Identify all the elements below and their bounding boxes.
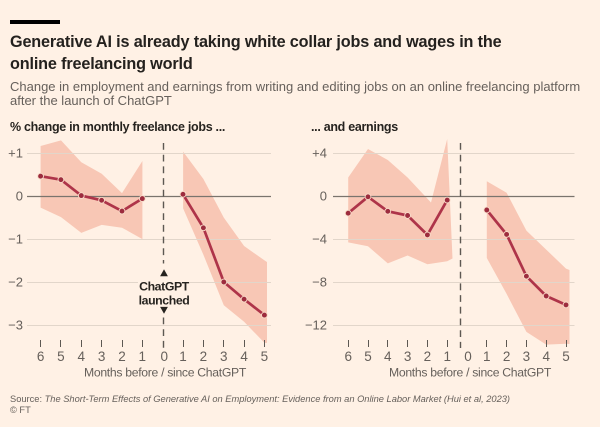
svg-text:+1: +1	[8, 146, 23, 161]
svg-text:1: 1	[139, 349, 147, 364]
svg-text:0: 0	[161, 349, 169, 364]
svg-text:−3: −3	[8, 318, 23, 333]
svg-text:2: 2	[200, 349, 208, 364]
svg-text:−12: −12	[305, 318, 327, 333]
svg-text:2: 2	[424, 349, 432, 364]
svg-text:0: 0	[464, 349, 472, 364]
svg-text:6: 6	[344, 349, 352, 364]
svg-text:ChatGPT: ChatGPT	[139, 280, 190, 294]
svg-text:1: 1	[443, 349, 451, 364]
svg-text:6: 6	[37, 349, 45, 364]
svg-text:0: 0	[320, 189, 327, 204]
svg-text:3: 3	[98, 349, 106, 364]
svg-text:Months before / since ChatGPT: Months before / since ChatGPT	[84, 366, 247, 380]
svg-text:1: 1	[483, 349, 491, 364]
svg-text:−2: −2	[8, 275, 23, 290]
svg-text:4: 4	[240, 349, 248, 364]
svg-text:% change in monthly freelance: % change in monthly freelance jobs ...	[10, 120, 225, 134]
svg-text:−1: −1	[8, 232, 23, 247]
svg-text:3: 3	[404, 349, 412, 364]
svg-text:0: 0	[16, 189, 23, 204]
svg-text:5: 5	[562, 349, 570, 364]
svg-text:3: 3	[523, 349, 531, 364]
svg-text:5: 5	[261, 349, 269, 364]
svg-text:−4: −4	[312, 232, 327, 247]
svg-text:3: 3	[220, 349, 228, 364]
svg-text:Months before / since ChatGPT: Months before / since ChatGPT	[389, 366, 552, 380]
svg-text:+4: +4	[312, 146, 327, 161]
svg-text:2: 2	[503, 349, 511, 364]
svg-text:5: 5	[57, 349, 65, 364]
svg-text:2: 2	[118, 349, 126, 364]
svg-text:... and earnings: ... and earnings	[311, 120, 398, 134]
svg-text:5: 5	[364, 349, 372, 364]
svg-text:launched: launched	[139, 294, 190, 308]
svg-text:−8: −8	[312, 275, 327, 290]
svg-text:4: 4	[78, 349, 86, 364]
svg-text:4: 4	[384, 349, 392, 364]
svg-text:4: 4	[542, 349, 550, 364]
svg-text:1: 1	[179, 349, 187, 364]
